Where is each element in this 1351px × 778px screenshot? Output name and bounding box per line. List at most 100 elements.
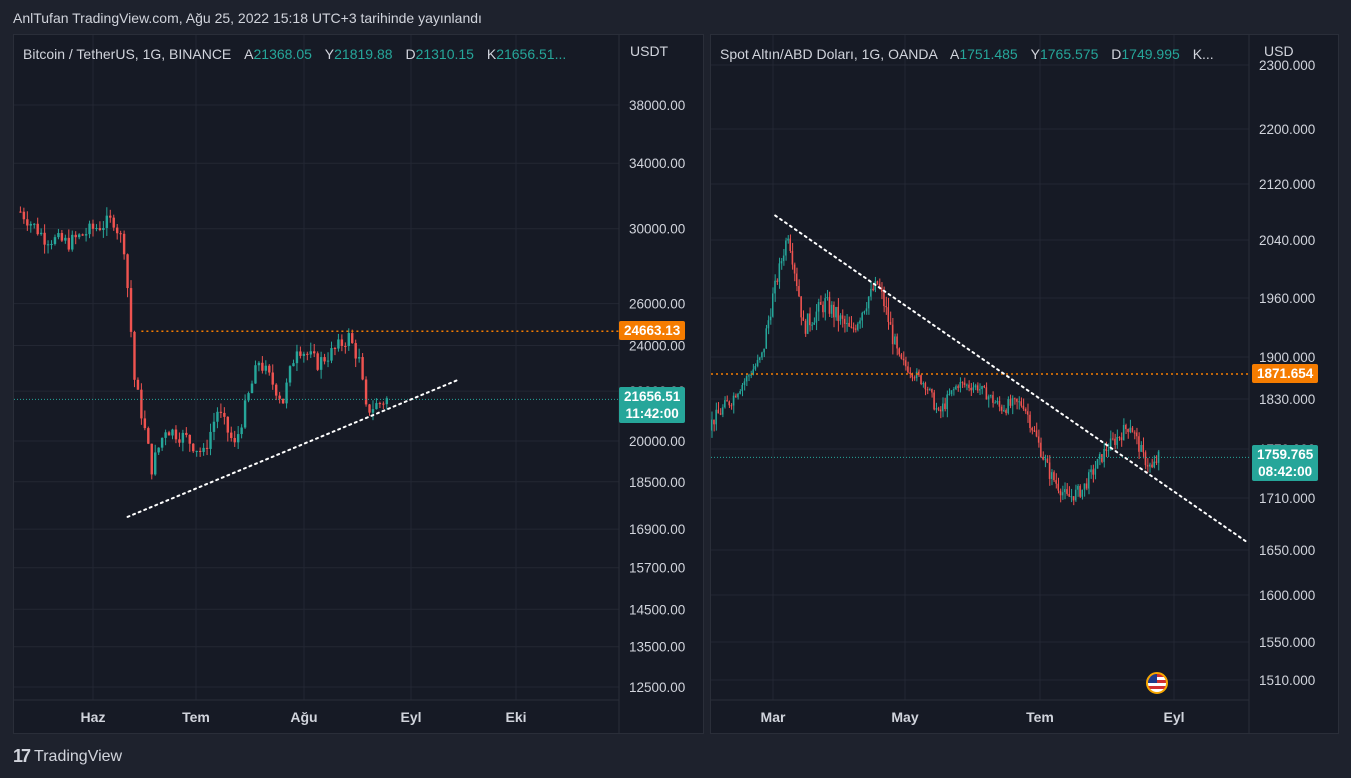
candle-body: [326, 360, 330, 362]
high-value: 1765.575: [1039, 46, 1099, 62]
open-value: 21368.05: [253, 46, 312, 62]
candle-body: [1033, 430, 1036, 432]
candle-body: [64, 237, 67, 241]
symbol-label: Spot Altın/ABD Doları, 1G, OANDA: [720, 46, 938, 62]
candle-body: [837, 306, 839, 322]
candle-body: [53, 237, 57, 244]
tradingview-footer[interactable]: 17 TradingView: [13, 746, 122, 767]
candle-body: [39, 232, 43, 235]
candle-body: [95, 228, 98, 230]
candle-body: [1050, 472, 1053, 479]
candle-body: [337, 339, 340, 349]
candle-body: [1125, 424, 1127, 430]
candle-body: [756, 359, 759, 367]
candle-body: [976, 385, 979, 391]
currency-label: USD: [1264, 43, 1294, 59]
candle-body: [795, 273, 798, 287]
candle-body: [288, 366, 292, 383]
candle-body: [1131, 427, 1134, 433]
candle-body: [772, 293, 774, 317]
candle-body: [819, 302, 822, 305]
candle-body: [833, 304, 835, 318]
candle-body: [212, 421, 216, 432]
candle-body: [1153, 461, 1155, 468]
y-tick-label: 1510.000: [1259, 673, 1315, 688]
y-tick-label: 24000.00: [629, 339, 685, 354]
candle-body: [313, 351, 316, 354]
candle-body: [1005, 410, 1007, 414]
y-tick-label: 34000.00: [629, 156, 685, 171]
candle-body: [841, 315, 844, 319]
gold-chart-panel[interactable]: 2300.000 2200.000 2120.000 2040.000 1960.000…: [710, 34, 1339, 734]
us-flag-icon[interactable]: [1146, 672, 1168, 694]
candle-body: [333, 348, 337, 350]
candle-body: [278, 395, 281, 399]
candle-body: [364, 379, 368, 405]
candle-body: [136, 379, 140, 390]
candle-body: [885, 306, 887, 308]
candle-body: [371, 409, 375, 413]
candle-body: [854, 328, 857, 330]
candle-body: [264, 365, 268, 371]
candle-body: [909, 372, 911, 374]
y-tick-label: 2300.000: [1259, 58, 1315, 73]
candle-body: [1070, 496, 1073, 498]
candle-body: [974, 385, 977, 388]
candle-body: [878, 283, 881, 288]
candle-body: [850, 326, 852, 328]
candle-body: [791, 250, 794, 265]
candle-body: [77, 234, 81, 238]
candle-body: [843, 318, 846, 324]
candle-body: [385, 398, 389, 405]
candle-body: [750, 374, 752, 376]
low-value: 1749.995: [1121, 46, 1180, 62]
candle-body: [767, 320, 770, 329]
x-tick-label: May: [891, 709, 918, 725]
candle-body: [202, 447, 205, 452]
bitcoin-chart-svg[interactable]: 38000.00 34000.00 30000.00 26000.00 24000.00…: [14, 35, 704, 734]
candle-body: [1022, 405, 1025, 409]
y-tick-label: 14500.00: [629, 602, 685, 617]
candle-body: [1031, 427, 1033, 431]
candle-body: [126, 254, 129, 289]
candle-body: [1040, 442, 1042, 457]
candle-body: [1114, 438, 1116, 445]
candle-body: [963, 382, 966, 385]
candle-body: [1144, 452, 1147, 466]
candle-body: [1064, 489, 1066, 493]
candle-body: [1083, 483, 1086, 490]
y-tick-label: 15700.00: [629, 561, 685, 576]
candle-body: [913, 377, 916, 379]
candle-body: [143, 418, 147, 429]
candle-body: [67, 237, 71, 250]
candle-body: [933, 392, 935, 410]
candle-body: [769, 316, 772, 321]
candle-body: [713, 419, 715, 425]
bitcoin-chart-panel[interactable]: 38000.00 34000.00 30000.00 26000.00 24000.00…: [13, 34, 704, 734]
candle-body: [1042, 456, 1044, 460]
candle-body: [870, 288, 872, 297]
candle-body: [205, 447, 209, 449]
candle-body: [302, 353, 306, 356]
candle-body: [763, 348, 765, 353]
candle-body: [887, 307, 890, 323]
candle-body: [944, 403, 946, 410]
candle-body: [824, 298, 826, 313]
candle-body: [236, 434, 240, 443]
candle-body: [935, 408, 937, 410]
candle-body: [1122, 424, 1125, 441]
candle-body: [133, 331, 136, 380]
candle-body: [839, 315, 842, 322]
candle-body: [1098, 454, 1101, 460]
x-tick-label: Eyl: [400, 709, 421, 725]
candle-body: [147, 428, 150, 444]
candle-body: [1120, 437, 1123, 441]
candle-body: [174, 429, 178, 440]
gold-chart-svg[interactable]: 2300.000 2200.000 2120.000 2040.000 1960.000…: [711, 35, 1339, 734]
grid: [14, 35, 619, 700]
candle-body: [911, 373, 914, 378]
candle-body: [754, 366, 757, 370]
candle-body: [972, 387, 975, 391]
candle-body: [931, 389, 933, 393]
candle-body: [1048, 462, 1051, 479]
